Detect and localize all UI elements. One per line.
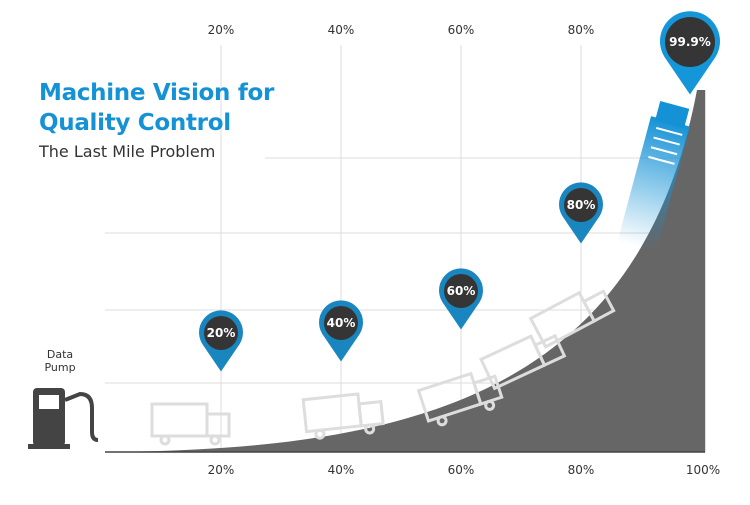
top-label: 40% [328, 23, 355, 37]
trucks [150, 289, 616, 446]
pin-label: 60% [447, 284, 476, 298]
pin-marker: 99.9% [660, 11, 720, 95]
pin-marker: 80% [559, 182, 604, 244]
truck-icon [479, 333, 567, 391]
title-line-1: Machine Vision for [39, 80, 275, 106]
pump-label-line-1: Data [46, 348, 74, 361]
fuel-pump-icon [28, 388, 99, 449]
bottom-label: 20% [208, 463, 235, 477]
pin-inner [204, 316, 238, 350]
pin-label: 99.9% [669, 35, 711, 49]
bottom-label: 60% [448, 463, 475, 477]
title-line-2: Quality Control [39, 110, 231, 136]
truck-icon [528, 289, 616, 349]
pin-marker: 40% [319, 300, 363, 362]
bottom-label: 80% [568, 463, 595, 477]
top-label: 60% [448, 23, 475, 37]
pin-inner [564, 188, 598, 222]
pin-marker: 60% [439, 268, 483, 330]
bottom-label: 100% [686, 463, 720, 477]
pin-inner [665, 17, 715, 67]
pin-label: 80% [567, 198, 596, 212]
pump-label: Data Pump [30, 348, 90, 374]
top-label: 20% [208, 23, 235, 37]
truck-icon [150, 402, 231, 446]
top-label: 80% [568, 23, 595, 37]
page-title: Machine Vision for Quality Control [39, 78, 274, 138]
pin-inner [444, 274, 478, 308]
pin-label: 40% [327, 316, 356, 330]
subtitle: The Last Mile Problem [39, 142, 216, 161]
pin-marker: 20% [199, 310, 243, 372]
pump-label-line-2: Pump [44, 361, 76, 374]
pin-inner [324, 306, 358, 340]
pin-label: 20% [207, 326, 236, 340]
blue-truck-icon [617, 101, 690, 253]
truck-icon [301, 392, 385, 440]
bottom-label: 40% [328, 463, 355, 477]
